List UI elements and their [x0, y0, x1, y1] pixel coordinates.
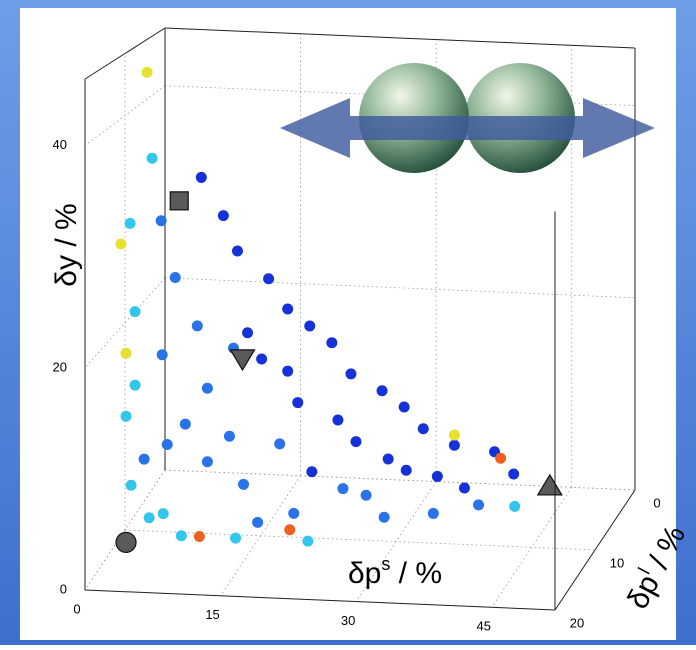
data-point: [179, 418, 191, 430]
data-point: [124, 217, 136, 229]
marker-triangle-up: [536, 473, 563, 496]
data-point: [157, 508, 169, 520]
data-point: [115, 238, 127, 250]
grid-line: [84, 469, 166, 591]
data-point: [417, 423, 429, 435]
data-point: [350, 436, 362, 448]
data-point: [193, 531, 205, 543]
data-point: [345, 368, 357, 380]
data-point: [378, 511, 390, 523]
data-point: [156, 349, 168, 361]
z-tick-label: 20: [53, 359, 67, 374]
data-point: [337, 483, 349, 495]
data-point: [332, 414, 344, 426]
grid-line: [84, 277, 166, 369]
data-point: [231, 245, 243, 257]
data-point: [302, 535, 314, 547]
data-point: [143, 512, 155, 524]
marker-triangle-down: [229, 349, 256, 372]
x-axis-label-part: s: [381, 554, 390, 574]
data-point: [129, 306, 141, 318]
data-point: [288, 507, 300, 519]
box-edge: [84, 589, 556, 611]
data-point: [146, 152, 158, 164]
data-point: [223, 430, 235, 442]
data-point: [195, 171, 207, 183]
data-point: [169, 271, 181, 283]
data-point: [448, 439, 460, 451]
data-point: [495, 452, 507, 464]
data-point: [252, 516, 264, 528]
data-point: [125, 479, 137, 491]
data-point: [141, 66, 153, 78]
data-point: [120, 410, 132, 422]
x-axis-label-part: / %: [390, 557, 442, 590]
box-edge: [84, 27, 166, 80]
data-point: [427, 507, 439, 519]
data-point: [398, 401, 410, 413]
data-point: [217, 210, 229, 222]
data-point: [242, 327, 254, 339]
data-point: [306, 466, 318, 478]
data-point: [292, 397, 304, 409]
data-point: [201, 456, 213, 468]
data-point: [230, 532, 242, 544]
x-tick-label: 0: [73, 601, 80, 616]
data-point: [508, 468, 520, 480]
grid-line: [164, 277, 636, 299]
data-point: [161, 438, 173, 450]
data-point: [326, 337, 338, 349]
data-point: [304, 320, 316, 332]
marker-square: [169, 191, 189, 211]
data-point: [256, 353, 268, 365]
data-point: [191, 320, 203, 332]
y-tick-label: 20: [570, 615, 584, 630]
data-point: [400, 464, 412, 476]
grid-line: [84, 85, 166, 146]
data-point: [282, 303, 294, 315]
grid-line: [124, 529, 596, 551]
data-point: [284, 524, 296, 536]
data-point: [360, 489, 372, 501]
data-point: [282, 365, 294, 377]
data-point: [382, 453, 394, 465]
data-point: [138, 453, 150, 465]
x-axis-label: δps / %: [348, 554, 442, 590]
x-tick-label: 15: [205, 607, 219, 622]
box-edge: [164, 27, 636, 49]
data-point: [458, 482, 470, 494]
y-tick-label: 10: [610, 555, 624, 570]
data-point: [509, 500, 521, 512]
data-point: [431, 470, 443, 482]
z-tick-label: 40: [53, 137, 67, 152]
data-point: [175, 530, 187, 542]
y-tick-label: 0: [653, 495, 660, 510]
data-point: [274, 438, 286, 450]
molecule-illustration: [280, 63, 655, 173]
data-point: [376, 385, 388, 397]
data-point: [155, 215, 167, 227]
x-axis-label-part: δp: [348, 557, 381, 590]
marker-circle: [115, 531, 137, 553]
grid-line: [491, 487, 573, 608]
data-point: [263, 273, 275, 285]
z-tick-label: 0: [60, 581, 67, 596]
data-point: [473, 499, 485, 511]
data-point: [201, 382, 213, 394]
x-tick-label: 30: [341, 613, 355, 628]
data-point: [120, 347, 132, 359]
data-point: [448, 429, 460, 441]
x-tick-label: 45: [476, 619, 490, 634]
z-axis-label: δy / %: [50, 203, 83, 286]
data-point: [129, 379, 141, 391]
data-point: [238, 478, 250, 490]
box-edge: [554, 489, 636, 611]
